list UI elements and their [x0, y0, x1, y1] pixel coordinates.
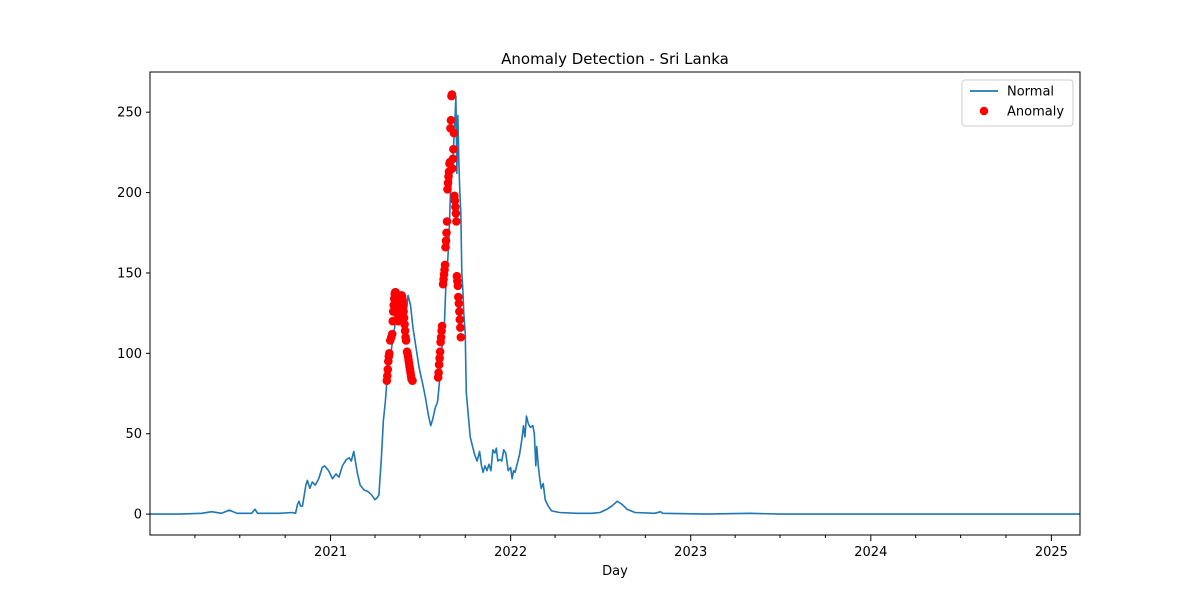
chart-title: Anomaly Detection - Sri Lanka: [501, 50, 729, 68]
anomaly-point: [443, 185, 452, 194]
anomaly-point: [435, 347, 445, 357]
anomaly-point: [435, 353, 444, 363]
series-group: [150, 90, 1080, 515]
anomaly-point: [454, 292, 463, 302]
anomaly-point: [437, 321, 447, 331]
anomaly-point: [401, 336, 411, 345]
anomaly-point: [441, 236, 451, 246]
anomaly-point: [442, 228, 451, 238]
anomaly-point: [449, 128, 459, 138]
anomaly-point: [448, 154, 458, 164]
y-tick-label: 100: [117, 347, 142, 362]
y-tick-label: 150: [117, 266, 142, 281]
anomaly-point: [453, 281, 463, 291]
x-tick-label: 2023: [674, 545, 707, 560]
y-tick-label: 0: [134, 508, 142, 523]
anomaly-point: [440, 260, 450, 270]
anomaly-point: [449, 144, 458, 154]
plot-area: [150, 90, 1080, 515]
anomaly-point: [451, 202, 460, 212]
anomaly-point: [436, 332, 446, 342]
y-tick-label: 50: [125, 427, 142, 442]
anomaly-point: [452, 217, 461, 226]
legend-label: Anomaly: [1007, 105, 1064, 120]
legend-swatch-marker: [979, 106, 989, 116]
anomaly-point: [400, 320, 409, 329]
y-tick-label: 250: [117, 106, 142, 121]
x-axis-label: Day: [602, 564, 628, 579]
axes: 0 50 100 150 200 250 2021 2022 2023 2024 2025: [117, 71, 1081, 560]
anomaly-point: [400, 326, 410, 336]
y-tick-label: 200: [117, 186, 142, 201]
anomaly-point: [454, 299, 464, 308]
x-tick-label: 2025: [1035, 545, 1068, 560]
anomaly-point: [387, 329, 397, 339]
anomaly-point: [446, 115, 456, 125]
anomaly-point: [399, 313, 409, 323]
anomaly-point: [434, 368, 443, 377]
x-tick-label: 2021: [314, 545, 347, 560]
legend-label: Normal: [1007, 85, 1054, 100]
anomaly-point: [398, 300, 408, 310]
anomaly-point: [456, 332, 466, 342]
anomaly-point: [456, 323, 465, 332]
anomaly-point: [408, 376, 417, 385]
series-line-normal: [150, 95, 1080, 515]
anomaly-point: [455, 315, 465, 324]
anomaly-point: [451, 209, 461, 218]
anomaly-point: [441, 242, 450, 252]
anomaly-point: [434, 360, 444, 369]
anomaly-point: [450, 196, 460, 205]
anomaly-point: [442, 217, 452, 226]
x-tick-label: 2022: [494, 545, 527, 560]
anomaly-point: [447, 90, 457, 99]
axes-frame: [149, 71, 1081, 536]
anomaly-point: [384, 349, 394, 358]
anomaly-point: [383, 365, 393, 374]
legend: Normal Anomaly: [961, 79, 1074, 127]
anomaly-point: [448, 164, 457, 173]
anomaly-point: [383, 371, 392, 381]
anomaly-point: [399, 307, 408, 316]
anomaly-point: [443, 178, 453, 188]
anomaly-point: [455, 307, 464, 316]
x-tick-label: 2024: [854, 545, 887, 560]
